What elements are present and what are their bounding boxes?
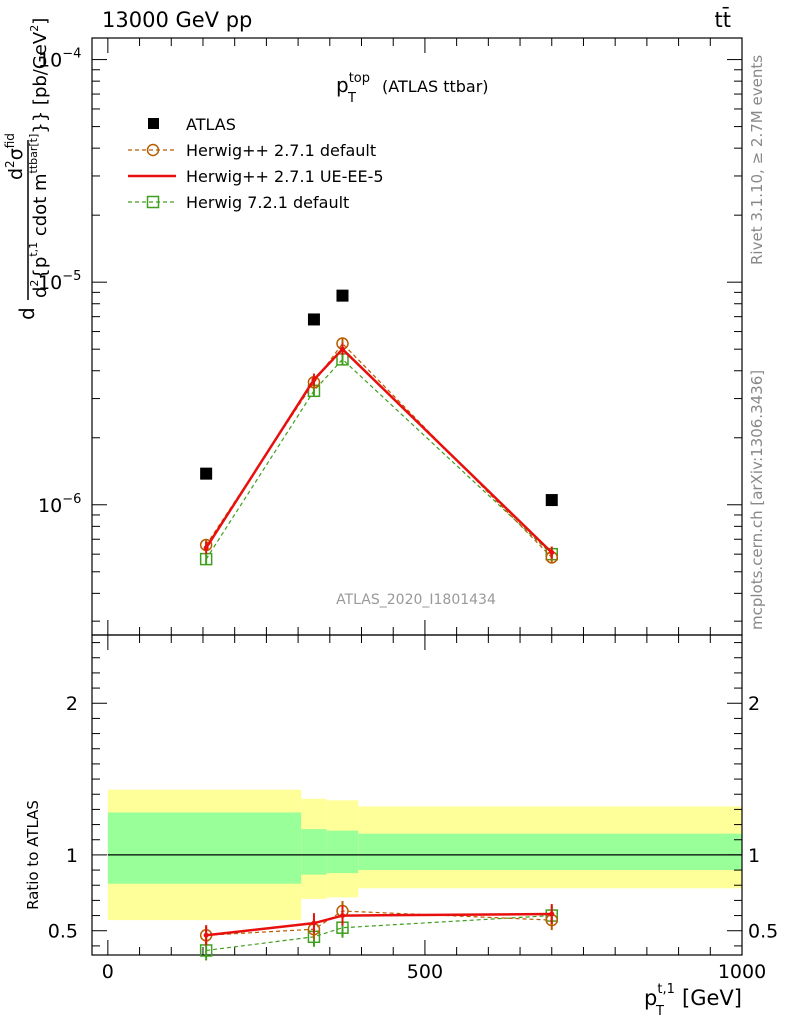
main-line-herwig-7-2-1-default [205, 358, 553, 560]
analysis-watermark: ATLAS_2020_I1801434 [336, 592, 496, 608]
main-point-herwig-2-7-1-ue-ee-5 [203, 545, 209, 551]
ratio-y-tick-label: 1 [66, 845, 78, 867]
legend-label-atlas: ATLAS [186, 115, 236, 134]
ratio-point-herwig-2-7-1-ue-ee-5 [339, 913, 345, 919]
ylabel-denominator: d2{pt,1 cdot mttbar[t]}} [pb/GeV2] [27, 18, 51, 298]
x-tick-label: 500 [407, 961, 443, 983]
ratio-y-tick-label-right: 2 [748, 693, 760, 715]
ratio-y-tick-label-right: 0.5 [748, 921, 778, 943]
plot-title-rest: (ATLAS ttbar) [382, 77, 489, 96]
main-point-atlas [545, 494, 558, 507]
ratio-panel: 0.5 0.5 1 1 2 2 0 500 1000 Ratio to ATLAS pt,1 T[… [24, 634, 778, 1019]
plot-title-sup: top [349, 71, 370, 86]
y-tick-label: 10−6 [38, 492, 81, 517]
main-point-atlas [200, 467, 213, 480]
main-point-herwig-2-7-1-ue-ee-5 [339, 346, 345, 352]
uncertainty-band-inner [301, 829, 327, 875]
energy-label: 13000 GeV pp [102, 8, 252, 32]
ratio-line-herwig-7-2-1-default [206, 914, 552, 952]
legend-label-herwig7-default: Herwig 7.2.1 default [186, 193, 349, 212]
x-axis-label: pt,1 T[GeV] [644, 982, 742, 1019]
ylabel-numerator: d2σfid [3, 133, 27, 180]
rivet-label: Rivet 3.1.10, ≥ 2.7M events [748, 55, 766, 265]
uncertainty-band-inner [107, 812, 302, 884]
y-tick-label: 10−4 [38, 47, 81, 72]
ratio-bands [107, 789, 742, 921]
ratio-line-herwig-2-7-1-ue-ee-5 [206, 912, 552, 937]
main-point-herwig-2-7-1-ue-ee-5 [311, 377, 317, 383]
ratio-y-tick-label: 2 [66, 693, 78, 715]
main-axes: 10−6 10−5 10−4 [38, 37, 743, 636]
main-line-herwig-2-7-1-default [205, 342, 553, 558]
y-axis-label: d d2σfid d2{pt,1 cdot mttbar[t]}} [pb/Ge… [3, 18, 51, 320]
plot-title-main: p [336, 73, 349, 97]
ratio-point-herwig-2-7-1-ue-ee-5 [549, 911, 555, 917]
ylabel-d: d [15, 307, 39, 320]
legend-label-herwigpp-default: Herwig++ 2.7.1 default [186, 141, 376, 160]
legend-marker-herwig7-default [146, 195, 160, 209]
legend-marker-herwigpp-default [146, 143, 160, 157]
main-line-herwig-2-7-1-ue-ee-5 [205, 347, 553, 554]
x-tick-label: 1000 [718, 961, 766, 983]
legend-marker-atlas [148, 118, 159, 129]
ratio-y-axis-label: Ratio to ATLAS [24, 800, 42, 910]
main-panel: 10−6 10−5 10−4 ptop T (ATLAS ttbar) d d2σfid… [3, 18, 743, 636]
ratio-series [199, 901, 559, 961]
plot-title-sub: T [347, 91, 356, 106]
x-tick-label: 0 [102, 961, 114, 983]
ratio-y-tick-label: 0.5 [48, 921, 78, 943]
main-point-herwig-2-7-1-ue-ee-5 [549, 550, 555, 556]
ratio-frame [91, 634, 743, 956]
main-series [199, 289, 559, 566]
legend: ATLAS Herwig++ 2.7.1 default Herwig++ 2.… [128, 115, 384, 212]
main-point-atlas [336, 289, 349, 302]
uncertainty-band-inner [326, 830, 359, 874]
ratio-point-herwig-2-7-1-ue-ee-5 [311, 920, 317, 926]
plot-title: ptop T (ATLAS ttbar) [336, 71, 489, 106]
main-point-atlas [307, 313, 320, 326]
uncertainty-band-inner [358, 833, 742, 871]
ratio-axes: 0.5 0.5 1 1 2 2 0 500 1000 [48, 634, 778, 983]
ratio-point-herwig-2-7-1-ue-ee-5 [203, 932, 209, 938]
legend-label-herwigpp-ueee5: Herwig++ 2.7.1 UE-EE-5 [186, 167, 384, 186]
mcplots-label: mcplots.cern.ch [arXiv:1306.3436] [748, 370, 766, 630]
process-label: tt̄ [715, 7, 731, 32]
y-tick-label: 10−5 [38, 269, 81, 294]
ratio-y-tick-label-right: 1 [748, 845, 760, 867]
